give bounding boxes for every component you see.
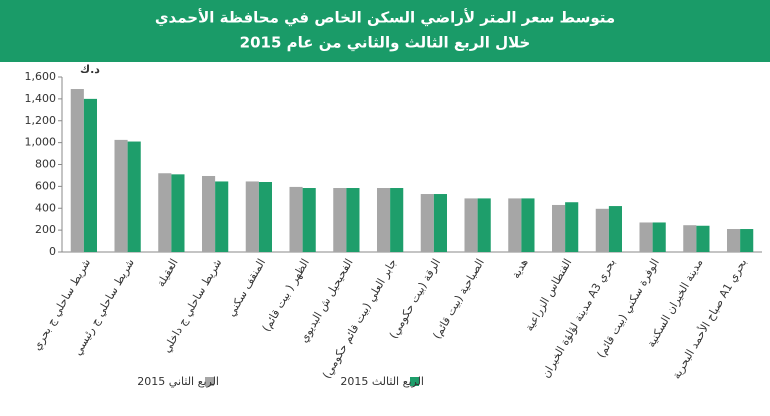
- y-tick-label: 200: [35, 223, 56, 236]
- bar: [289, 186, 303, 252]
- bar: [377, 188, 391, 252]
- bar: [683, 225, 697, 252]
- bar: [245, 181, 259, 252]
- y-tick-label: 1,200: [25, 114, 57, 127]
- header-band: [0, 0, 770, 62]
- bar: [727, 229, 741, 252]
- bar: [333, 188, 347, 252]
- bar: [302, 188, 316, 252]
- chart-title: متوسط سعر المتر لأراضي السكن الخاص في مح…: [155, 9, 615, 28]
- x-tick-label: جابر العلي (بيت قائم حكومي): [320, 257, 399, 381]
- bar: [258, 182, 272, 252]
- y-tick-label: 1,000: [25, 136, 57, 149]
- y-tick-label: 400: [35, 201, 56, 214]
- legend-swatch: [410, 377, 419, 386]
- bar: [433, 194, 447, 252]
- legend-label: الربع الثاني 2015: [137, 375, 219, 388]
- x-tick-label: مدينة لؤلؤة الخيران A3 بحري: [539, 257, 618, 381]
- bar: [477, 198, 491, 252]
- y-tick-label: 800: [35, 158, 56, 171]
- bar: [639, 222, 653, 252]
- y-tick-label: 0: [49, 245, 56, 258]
- bar: [83, 98, 97, 252]
- x-tick-label: الفنطاس الزراعية: [522, 257, 574, 334]
- legend-swatch: [205, 377, 214, 386]
- bar: [464, 198, 478, 252]
- y-tick-label: 1,600: [25, 70, 57, 83]
- bar: [158, 173, 172, 252]
- bar: [696, 225, 710, 252]
- y-tick-label: 600: [35, 179, 56, 192]
- bar: [114, 139, 128, 252]
- bar: [552, 204, 566, 252]
- bar: [420, 194, 434, 252]
- bar: [521, 198, 535, 252]
- bar: [508, 198, 522, 252]
- y-tick-label: 1,400: [25, 92, 57, 105]
- chart-subtitle: خلال الربع الثالث والثاني من عام 2015: [240, 34, 531, 52]
- bar: [608, 206, 622, 252]
- bar: [171, 174, 185, 252]
- bar: [740, 229, 754, 252]
- bar: [652, 222, 666, 252]
- bar: [70, 89, 84, 252]
- x-tick-label: الظهر ( بيت قائم): [260, 257, 312, 334]
- bar: [390, 188, 404, 252]
- bar: [202, 175, 216, 252]
- legend-label: الربع الثالث 2015: [340, 375, 424, 388]
- bar: [127, 141, 141, 252]
- bar: [346, 188, 360, 252]
- x-tick-label: صباح الأحمد البحرية A1 بحري: [669, 256, 749, 381]
- bar: [565, 202, 579, 252]
- bar: [215, 181, 229, 252]
- bar: [595, 208, 609, 252]
- x-tick-label: العقيلة: [154, 257, 180, 290]
- x-tick-label: المنقف سكني: [225, 257, 268, 319]
- unit-label: د.ك: [80, 63, 100, 76]
- x-tick-label: هدية: [509, 256, 531, 280]
